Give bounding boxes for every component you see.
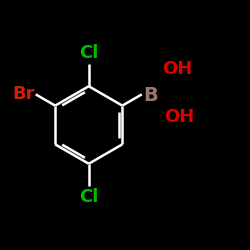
Text: Br: Br bbox=[12, 86, 34, 103]
Text: Cl: Cl bbox=[79, 188, 98, 206]
Text: OH: OH bbox=[164, 108, 194, 126]
Text: B: B bbox=[143, 86, 158, 105]
Text: OH: OH bbox=[162, 60, 192, 78]
Text: Cl: Cl bbox=[79, 44, 98, 62]
